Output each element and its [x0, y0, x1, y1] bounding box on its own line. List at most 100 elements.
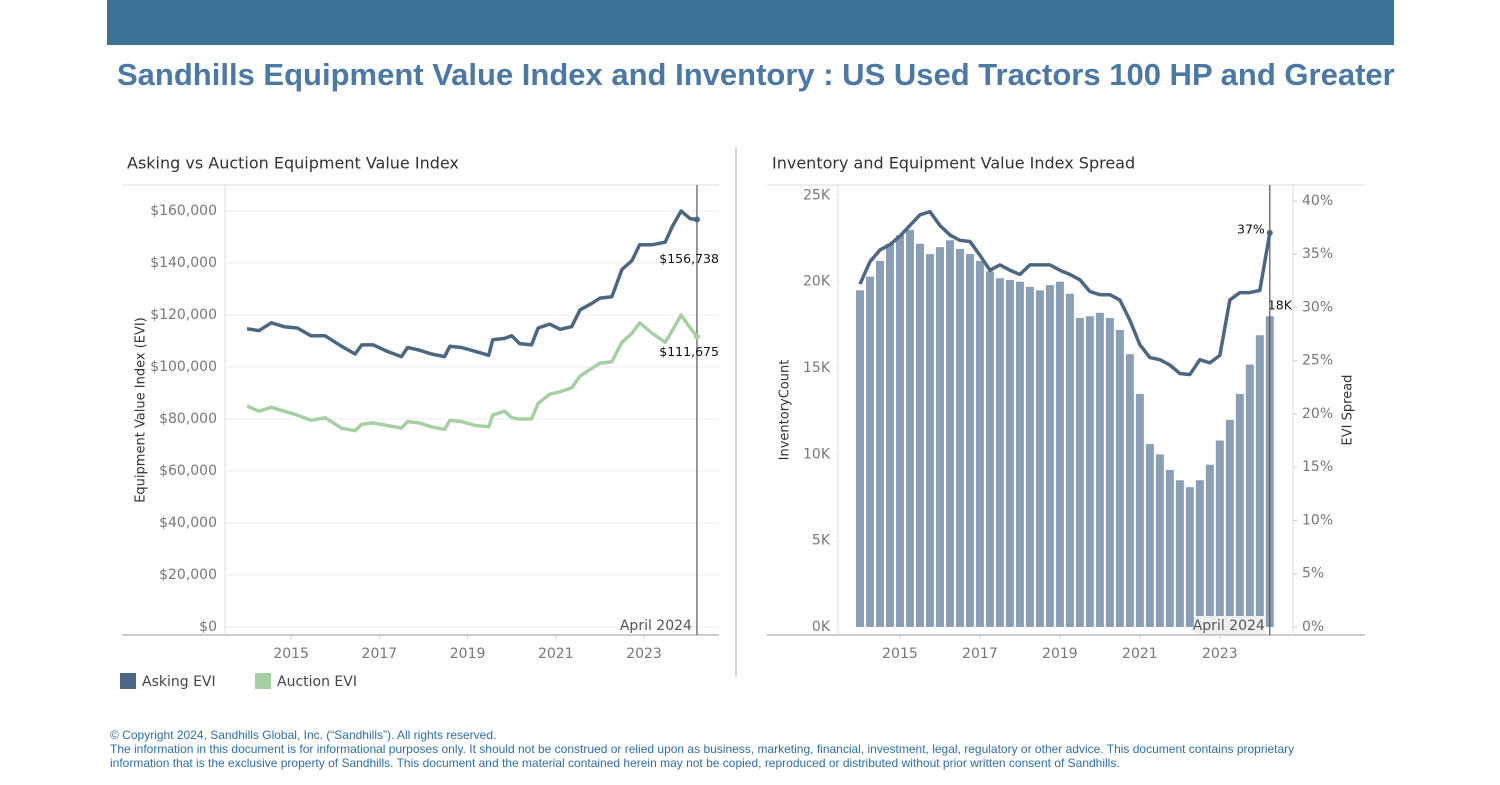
bar [855, 290, 864, 627]
series-line [246, 313, 699, 433]
bar [975, 260, 984, 627]
bar [1235, 393, 1244, 627]
bar [1215, 440, 1224, 627]
x-tick-label: 2021 [538, 646, 574, 662]
bar [1195, 480, 1204, 627]
bar [1035, 290, 1044, 627]
footer-line: © Copyright 2024, Sandhills Global, Inc.… [110, 728, 496, 742]
legend-swatch [255, 673, 271, 689]
bar [1105, 317, 1114, 627]
x-tick-label: 2019 [450, 646, 486, 662]
bar [1155, 454, 1164, 627]
x-tick-label: 2017 [362, 646, 398, 662]
chart-title: Asking vs Auction Equipment Value Index [127, 154, 459, 173]
y-tick-label: $100,000 [150, 359, 217, 375]
end-point [693, 216, 700, 223]
y-tick-label: 5K [812, 533, 831, 549]
y-tick-label: 10K [803, 446, 831, 462]
series-line [246, 209, 698, 359]
bar [1185, 487, 1194, 627]
reference-label: April 2024 [1193, 618, 1265, 634]
y-tick-label: 15K [803, 360, 831, 376]
bar [865, 276, 874, 627]
y-tick-label: $120,000 [150, 307, 217, 323]
y2-axis-label: EVI Spread [1341, 375, 1356, 446]
bar [1015, 281, 1024, 627]
footer-line: The information in this document is for … [110, 742, 1294, 756]
y-tick-label: $20,000 [159, 567, 217, 583]
end-point [1266, 229, 1273, 236]
bar [1145, 443, 1154, 627]
y2-tick-label: 25% [1302, 353, 1333, 369]
bar [1165, 469, 1174, 627]
y-axis-label: InventoryCount [778, 360, 793, 461]
bar [1025, 286, 1034, 627]
y2-tick-label: 10% [1302, 512, 1333, 528]
bar [1045, 285, 1054, 627]
reference-label: April 2024 [620, 618, 692, 634]
bar [945, 240, 954, 627]
bar [1115, 330, 1124, 627]
bar [965, 254, 974, 627]
y-tick-label: 20K [803, 274, 831, 290]
y2-tick-label: 5% [1302, 566, 1324, 582]
value-label: 18K [1268, 298, 1293, 313]
y2-tick-label: 15% [1302, 459, 1333, 475]
legend-label: Auction EVI [277, 674, 357, 690]
y-tick-label: $60,000 [159, 463, 217, 479]
y2-tick-label: 35% [1302, 246, 1333, 262]
bar [935, 247, 944, 627]
bar [995, 278, 1004, 627]
bar [1205, 464, 1214, 627]
bar [925, 254, 934, 627]
y-tick-label: $80,000 [159, 411, 217, 427]
y-tick-label: $140,000 [150, 255, 217, 271]
header-bar [107, 0, 1394, 45]
bar [895, 235, 904, 627]
y2-tick-label: 40% [1302, 193, 1333, 209]
end-point [693, 333, 700, 340]
bar [955, 248, 964, 627]
bar [905, 229, 914, 627]
bar [1005, 279, 1014, 627]
label-box [1194, 616, 1265, 634]
series-line [858, 209, 1272, 377]
bar [1245, 364, 1254, 627]
bar [1095, 312, 1104, 627]
bar [885, 243, 894, 627]
y2-tick-label: 30% [1302, 299, 1333, 315]
x-tick-label: 2023 [1202, 646, 1238, 662]
bar [1225, 419, 1234, 627]
value-label: $111,675 [659, 344, 719, 359]
y-tick-label: 0K [812, 619, 831, 635]
y2-tick-label: 0% [1302, 619, 1324, 635]
value-label: $156,738 [659, 251, 719, 266]
bar [915, 243, 924, 627]
x-tick-label: 2015 [882, 646, 918, 662]
y2-tick-label: 20% [1302, 406, 1333, 422]
page-title: Sandhills Equipment Value Index and Inve… [117, 57, 1395, 92]
bar [1175, 480, 1184, 627]
x-tick-label: 2017 [962, 646, 998, 662]
value-label: 37% [1237, 221, 1265, 236]
bar [1055, 281, 1064, 627]
bar [1065, 293, 1074, 627]
y-tick-label: $40,000 [159, 515, 217, 531]
bar [1075, 317, 1084, 627]
bar [875, 260, 884, 627]
bar [1135, 393, 1144, 627]
x-tick-label: 2015 [273, 646, 309, 662]
bar [1125, 354, 1134, 627]
legend-swatch [120, 673, 136, 689]
y-axis-label: Equipment Value Index (EVI) [134, 317, 149, 503]
x-tick-label: 2021 [1122, 646, 1158, 662]
bar [985, 271, 994, 627]
bar [1085, 316, 1094, 627]
x-tick-label: 2019 [1042, 646, 1078, 662]
y-tick-label: $0 [199, 619, 217, 635]
footer-line: information that is the exclusive proper… [110, 756, 1120, 770]
y-tick-label: $160,000 [150, 203, 217, 219]
y-tick-label: 25K [803, 187, 831, 203]
bar [1255, 335, 1264, 627]
